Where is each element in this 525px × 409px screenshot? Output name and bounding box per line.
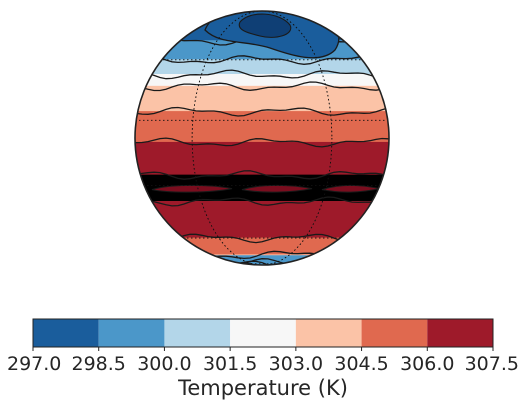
colorbar-swatch-1 [98,319,165,347]
equatorial-hot-core-0 [151,184,233,193]
colorbar-tick-label: 298.5 [72,353,126,375]
contour-line-4 [135,81,389,92]
contour-line-7 [135,170,389,180]
colorbar-tick-label: 304.5 [334,353,388,375]
temperature-band-8 [135,201,389,239]
colorbar-swatch-6 [427,319,493,347]
contour-line-6 [135,137,389,148]
temperature-band-5 [135,111,389,143]
colorbar-tick-label: 303.0 [269,353,323,375]
colorbar-ticks: 297.0 298.5 300.0 301.5 303.0 304.5 306.0 307.5 [7,347,519,375]
colorbar-svg: 297.0 298.5 300.0 301.5 303.0 304.5 306.0 307.5… [7,318,519,400]
colorbar-swatch-5 [361,319,428,347]
colorbar-swatch-0 [33,319,99,347]
globe-map [134,10,390,266]
colorbar-tick-label: 297.0 [7,353,61,375]
temperature-band-9 [135,237,389,256]
temperature-band-13 [135,255,389,265]
gridlines [135,11,389,265]
colorbar-swatch-3 [230,319,296,347]
colorbar-tick-label: 300.0 [137,353,191,375]
temperature-band-6 [135,141,389,176]
equatorial-hot-core-1 [241,184,313,193]
colorbar: 297.0 298.5 300.0 301.5 303.0 304.5 306.0 307.5… [0,300,525,405]
colorbar-tick-label: 301.5 [203,353,257,375]
colorbar-tick-label: 306.0 [400,353,454,375]
temperature-bands [135,19,389,265]
meridian-line-1 [191,11,333,265]
contour-line-5 [135,106,389,117]
globe-outline [134,10,390,266]
colorbar-frame [32,318,494,348]
colorbar-swatch-4 [295,319,362,347]
contour-line-2 [135,54,389,65]
colorbar-label: Temperature (K) [177,376,348,400]
colorbar-swatches [33,319,493,347]
polar-core-region [238,13,292,38]
globe-svg [134,10,390,266]
colorbar-swatch-2 [164,319,231,347]
contour-line-8 [135,196,389,207]
contour-line-3 [135,69,389,80]
colorbar-tick-label: 307.5 [465,353,519,375]
